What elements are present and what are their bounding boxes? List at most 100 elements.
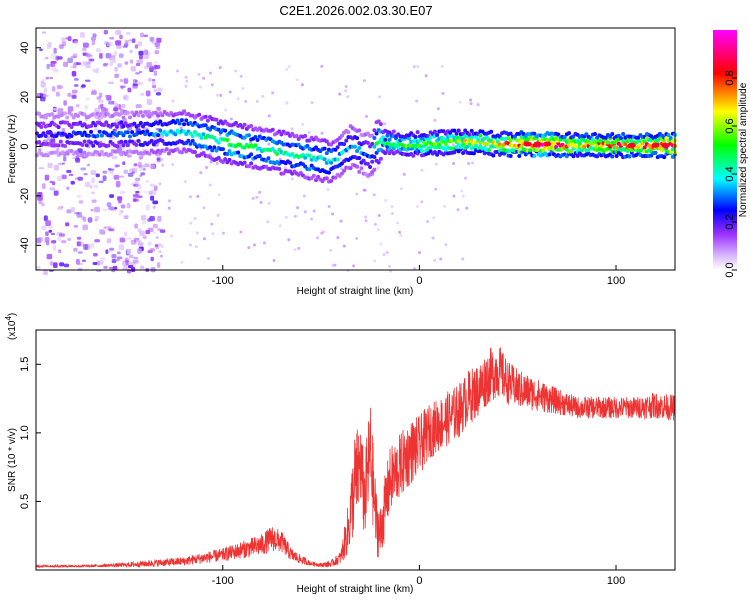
spectrogram-noise-cell [118,53,124,58]
spectrogram-speckle [469,98,473,102]
spectrogram-ridge-cell [355,136,360,141]
spectrogram-noise-cell [53,190,59,196]
spectrogram-speckle [376,166,380,170]
spectrogram-noise-cell [117,63,122,68]
spectrogram-noise-cell [156,262,161,268]
spectrogram-speckle [267,142,271,146]
spectrogram-y-label: Frequency (Hz) [7,115,18,184]
spectrogram-noise-cell [127,172,134,177]
spectrogram-speckle [259,200,263,204]
spectrogram-ridge-cell [97,152,102,157]
spectrogram-noise-cell [135,72,140,75]
spectrogram-speckle [160,158,164,162]
spectrogram-speckle [322,230,326,234]
spectrogram-noise-cell [53,164,59,171]
spectrogram-speckle [294,214,298,218]
spectrogram-ridge-cell [506,135,511,140]
spectrogram-noise-cell [70,180,75,185]
spectrogram-speckle [355,236,359,240]
spectrogram-noise-cell [41,225,47,231]
spectrogram-noise-cell [49,139,53,142]
spectrogram-noise-cell [94,239,100,243]
spectrogram-ridge-cell [97,129,102,134]
spectrogram-ridge-cell [190,138,195,143]
spectrogram-noise-cell [63,100,67,106]
spectrogram-ridge-cell [339,133,344,138]
spectrogram-noise-cell [84,105,89,110]
spectrogram-ridge-cell [469,128,474,133]
spectrogram-noise-cell [83,243,88,250]
spectrogram-speckle [331,263,335,267]
spectrogram-noise-cell [41,202,45,207]
spectrogram-noise-cell [126,203,131,209]
spectrogram-ridge-cell [266,156,271,161]
spectrogram-ridge-cell [621,132,626,137]
spectrogram-noise-cell [83,173,88,176]
spectrogram-ridge-cell [138,120,143,125]
spectrogram-ridge-cell [562,135,567,140]
spectrogram-noise-cell [94,206,100,213]
spectrogram-noise-cell [92,69,98,73]
spectrogram-speckle [452,194,456,198]
spectrogram-ridge-cell [532,131,537,136]
spectrogram-noise-cell [148,190,153,195]
spectrogram-speckle [170,234,174,238]
spectrogram-ridge-cell [357,128,362,133]
spectrogram-noise-cell [59,262,65,267]
spectrogram-ridge-cell [80,153,85,158]
spectrogram-ridge-cell [424,142,429,147]
spectrogram-noise-cell [149,248,155,252]
spectrogram-noise-cell [67,237,72,241]
spectrogram-x-tick-label: -100 [212,275,234,287]
spectrogram-noise-cell [137,248,142,254]
spectrogram-ridge-cell [467,142,472,147]
spectrogram-noise-cell [147,241,152,246]
spectrogram-noise-cell [113,107,118,112]
spectrogram-noise-cell [102,175,107,181]
spectrogram-noise-cell [135,239,142,243]
spectrogram-ridge-cell [618,136,623,141]
snr-y-label: SNR (10 * v/v) [7,428,18,492]
spectrogram-speckle [183,180,187,184]
spectrogram-speckle [340,167,344,171]
spectrogram-noise-cell [146,99,153,105]
spectrogram-noise-cell [94,219,98,222]
spectrogram-speckle [420,168,424,172]
spectrogram-speckle [399,187,403,191]
spectrogram-noise-cell [103,265,108,269]
figure-title: C2E1.2026.002.03.30.E07 [279,3,432,18]
spectrogram-ridge-cell [372,154,377,159]
spectrogram-speckle [224,108,228,112]
spectrogram-noise-cell [133,146,137,150]
spectrogram-noise-cell [116,251,121,255]
spectrogram-speckle [287,65,291,69]
spectrogram-speckle [202,206,206,210]
spectrogram-noise-cell [128,261,133,266]
spectrogram-ridge-cell [432,129,437,134]
spectrogram-noise-cell [139,155,144,160]
spectrogram-speckle [251,196,255,200]
spectrogram-ridge-cell [275,151,280,156]
snr-x-ticks: -100 0 100 [212,565,625,587]
spectrogram-y-tick-label: 20 [19,91,31,103]
spectrogram-speckle [234,69,238,73]
spectrogram-ridge-cell [313,178,318,183]
spectrogram-noise-cell [103,30,108,35]
spectrogram-noise-cell [152,200,159,205]
spectrogram-noise-cell [45,240,50,246]
spectrogram-speckle [167,206,171,210]
spectrogram-speckle [208,71,212,75]
spectrogram-ridge-cell [37,140,42,145]
spectrogram-noise-cell [108,100,115,105]
spectrogram-ridge-cell [69,134,74,139]
spectrogram-ridge-cell [469,138,474,143]
spectrogram-ridge-cell [618,152,623,157]
spectrogram-noise-cell [96,96,102,100]
spectrogram-noise-cell [131,38,136,44]
spectrogram-speckle [434,187,438,191]
spectrogram-noise-cell [63,156,67,162]
spectrogram-speckle [211,232,215,236]
spectrogram-speckle [339,156,343,160]
spectrogram-ridge-cell [355,148,360,153]
spectrogram-speckle [271,91,275,95]
